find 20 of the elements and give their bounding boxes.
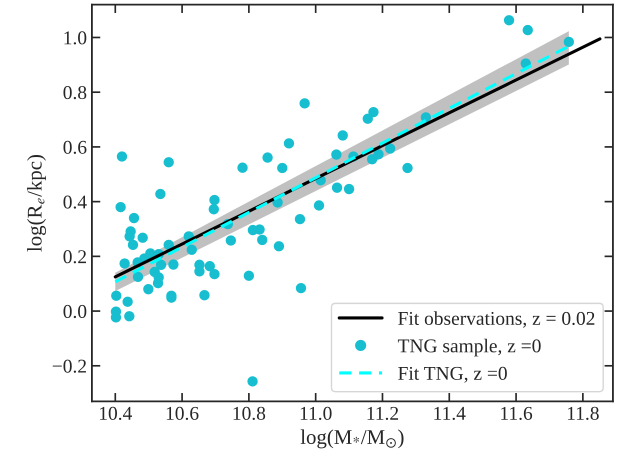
x-tick-label: 10.6 [166, 406, 199, 420]
y-tick-label: 0.4 [63, 195, 87, 209]
legend-label: Fit TNG, z =0 [398, 366, 507, 383]
x-tick-label: 11.4 [434, 406, 466, 420]
y-tick-label: 1.0 [64, 31, 86, 44]
x-axis-title: log(M$_{*}$/M$_{⊙}$) [300, 429, 404, 448]
x-tick-label: 11.2 [368, 406, 398, 420]
y-tick-label: 0.2 [63, 250, 86, 264]
y-tick-label: −0.2 [52, 360, 86, 373]
y-axis-title: log(R$_{e}$/kpc) [27, 155, 46, 252]
y-tick-label: 0.0 [63, 304, 86, 318]
legend-label: TNG sample, z =0 [398, 338, 541, 356]
x-tick-label: 11.6 [501, 406, 532, 420]
x-tick-label: 11.8 [568, 406, 599, 420]
legend-label: Fit observations, z = 0.02 [398, 311, 594, 328]
x-tick-label: 10.8 [234, 406, 266, 420]
y-tick-label: 0.8 [63, 86, 86, 100]
y-tick-label: 0.6 [63, 140, 86, 154]
x-tick-label: 11.0 [300, 406, 332, 420]
x-tick-label: 10.4 [100, 406, 132, 420]
